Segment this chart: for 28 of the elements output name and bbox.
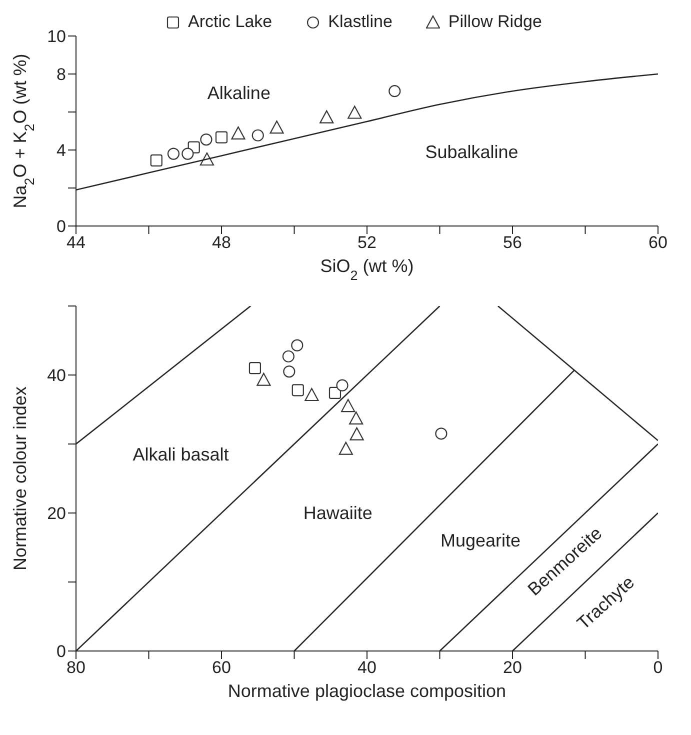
x-tick-label: 80 bbox=[66, 658, 86, 678]
x-tick-label: 20 bbox=[503, 658, 522, 678]
y-tick-label: 10 bbox=[47, 27, 66, 46]
y-tick-label: 0 bbox=[56, 217, 66, 236]
x-axis-title: SiO$_{2}$ (wt %) bbox=[320, 256, 414, 282]
y-tick-label: 40 bbox=[47, 366, 66, 386]
y-axis-title: Normative colour index bbox=[10, 386, 30, 571]
x-tick-label: 40 bbox=[358, 658, 376, 678]
y-tick-label: 8 bbox=[56, 65, 66, 84]
x-tick-label: 60 bbox=[648, 233, 668, 252]
x-tick-label: 60 bbox=[212, 658, 231, 678]
x-tick-label: 48 bbox=[212, 233, 231, 252]
legend-label: Klastline bbox=[328, 12, 392, 32]
x-axis-title: Normative plagioclase composition bbox=[228, 681, 506, 701]
y-tick-label: 20 bbox=[47, 504, 66, 524]
y-tick-label: 4 bbox=[56, 141, 66, 160]
legend-label: Pillow Ridge bbox=[448, 12, 542, 32]
annotation: Mugearite bbox=[440, 530, 521, 551]
annotation: Alkaline bbox=[207, 83, 270, 103]
annotation: Alkali basalt bbox=[132, 444, 229, 464]
y-tick-label: 0 bbox=[56, 642, 66, 662]
x-tick-label: 0 bbox=[653, 658, 663, 678]
x-tick-label: 52 bbox=[358, 233, 376, 252]
annotation: Hawaiite bbox=[303, 503, 372, 523]
annotation: Subalkaline bbox=[425, 142, 518, 162]
legend-label: Arctic Lake bbox=[188, 12, 272, 32]
x-tick-label: 56 bbox=[503, 233, 522, 252]
x-tick-label: 44 bbox=[66, 233, 86, 252]
